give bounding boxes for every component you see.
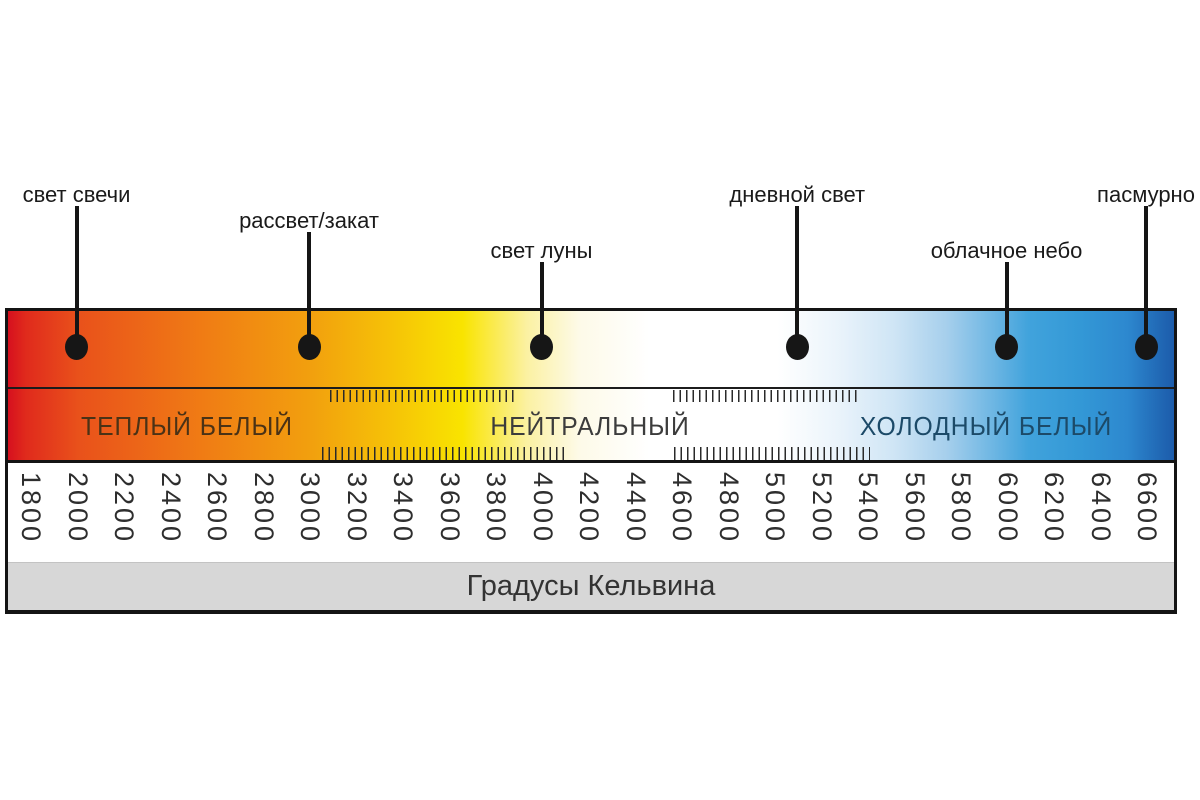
kelvin-tick-label: 4400 bbox=[620, 472, 651, 545]
chart-frame: ТЕПЛЫЙ БЕЛЫЙ НЕЙТРАЛЬНЫЙ ХОЛОДНЫЙ БЕЛЫЙ Гр… bbox=[5, 308, 1177, 614]
transition-ticks-bottom-left bbox=[322, 447, 564, 460]
kelvin-tick-label: 6200 bbox=[1039, 472, 1069, 545]
kelvin-tick-label: 5600 bbox=[899, 472, 930, 545]
kelvin-tick-label: 5400 bbox=[853, 472, 883, 545]
kelvin-tick-label: 3000 bbox=[295, 472, 325, 545]
annotation-label: облачное небо bbox=[930, 238, 1083, 263]
kelvin-tick-label: 2000 bbox=[62, 472, 93, 545]
kelvin-tick-label: 4200 bbox=[574, 472, 604, 545]
band-bottom-line bbox=[8, 460, 1174, 463]
kelvin-tick-label: 3600 bbox=[434, 472, 465, 545]
zone-label: ХОЛОДНЫЙ БЕЛЫЙ bbox=[859, 411, 1112, 441]
kelvin-tick-label: 6600 bbox=[1132, 472, 1162, 545]
axis-title-bar: Градусы Кельвина bbox=[8, 562, 1174, 610]
annotation-label: рассвет/закат bbox=[239, 208, 379, 233]
kelvin-tick-label: 4800 bbox=[713, 472, 744, 545]
color-temperature-gradient bbox=[8, 311, 1174, 462]
transition-ticks-top-left bbox=[330, 390, 516, 402]
transition-ticks-bottom-right bbox=[674, 447, 870, 460]
kelvin-tick-label: 2800 bbox=[248, 472, 279, 545]
kelvin-tick-label: 5800 bbox=[946, 472, 976, 545]
zone-label: НЕЙТРАЛЬНЫЙ bbox=[490, 411, 690, 441]
annotation-label: дневной свет bbox=[729, 182, 866, 207]
kelvin-tick-label: 5000 bbox=[760, 472, 790, 545]
kelvin-tick-label: 6000 bbox=[992, 472, 1023, 545]
kelvin-tick-label: 1800 bbox=[16, 472, 46, 545]
kelvin-tick-label: 2400 bbox=[155, 472, 186, 545]
zone-label: ТЕПЛЫЙ БЕЛЫЙ bbox=[80, 411, 293, 441]
transition-ticks-top-right bbox=[673, 390, 859, 402]
kelvin-tick-label: 3200 bbox=[341, 472, 372, 545]
kelvin-tick-label: 2200 bbox=[109, 472, 139, 545]
kelvin-tick-label: 3800 bbox=[481, 472, 511, 545]
kelvin-tick-label: 2600 bbox=[202, 472, 232, 545]
kelvin-tick-label: 4000 bbox=[527, 472, 558, 545]
kelvin-tick-label: 3400 bbox=[388, 472, 418, 545]
axis-title: Градусы Кельвина bbox=[466, 570, 716, 602]
annotation-label: свет луны bbox=[490, 238, 593, 263]
kelvin-tick-label: 5200 bbox=[806, 472, 837, 545]
kelvin-tick-label: 6400 bbox=[1085, 472, 1116, 545]
band-divider-line bbox=[8, 387, 1174, 389]
kelvin-tick-label: 4600 bbox=[667, 472, 697, 545]
annotation-label: свет свечи bbox=[22, 182, 131, 207]
annotation-label: пасмурно bbox=[1097, 182, 1195, 207]
